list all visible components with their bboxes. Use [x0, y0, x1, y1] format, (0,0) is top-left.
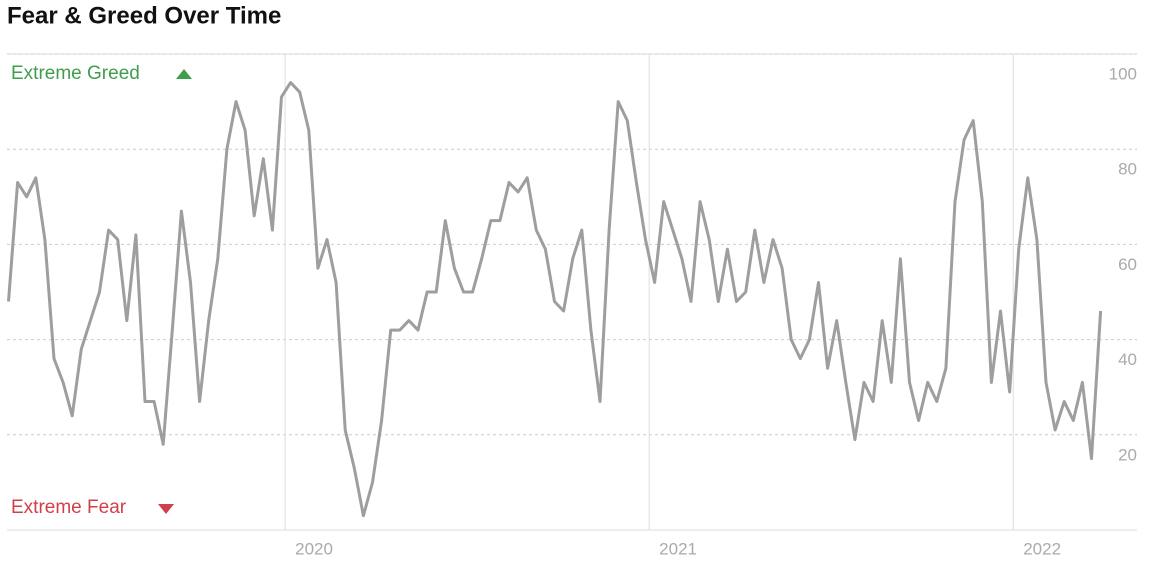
x-tick-label: 2020	[295, 539, 333, 558]
y-tick-label: 40	[1118, 350, 1137, 369]
fear-label: Extreme Fear	[11, 497, 127, 518]
x-tick-label: 2022	[1023, 539, 1061, 558]
series-line	[7, 81, 1103, 518]
greed-label: Extreme Greed	[11, 63, 140, 84]
fear-arrow	[158, 504, 174, 514]
plot-layer: 20 40 60 80 100 2020 2021 2022	[7, 53, 1137, 558]
y-tick-label: 100	[1109, 64, 1137, 83]
y-tick-label: 20	[1118, 445, 1137, 464]
chart-title: Fear & Greed Over Time	[7, 2, 281, 29]
y-tick-label: 80	[1118, 160, 1137, 179]
y-tick-label: 60	[1118, 255, 1137, 274]
greed-arrow	[176, 69, 192, 79]
x-tick-label: 2021	[659, 539, 697, 558]
